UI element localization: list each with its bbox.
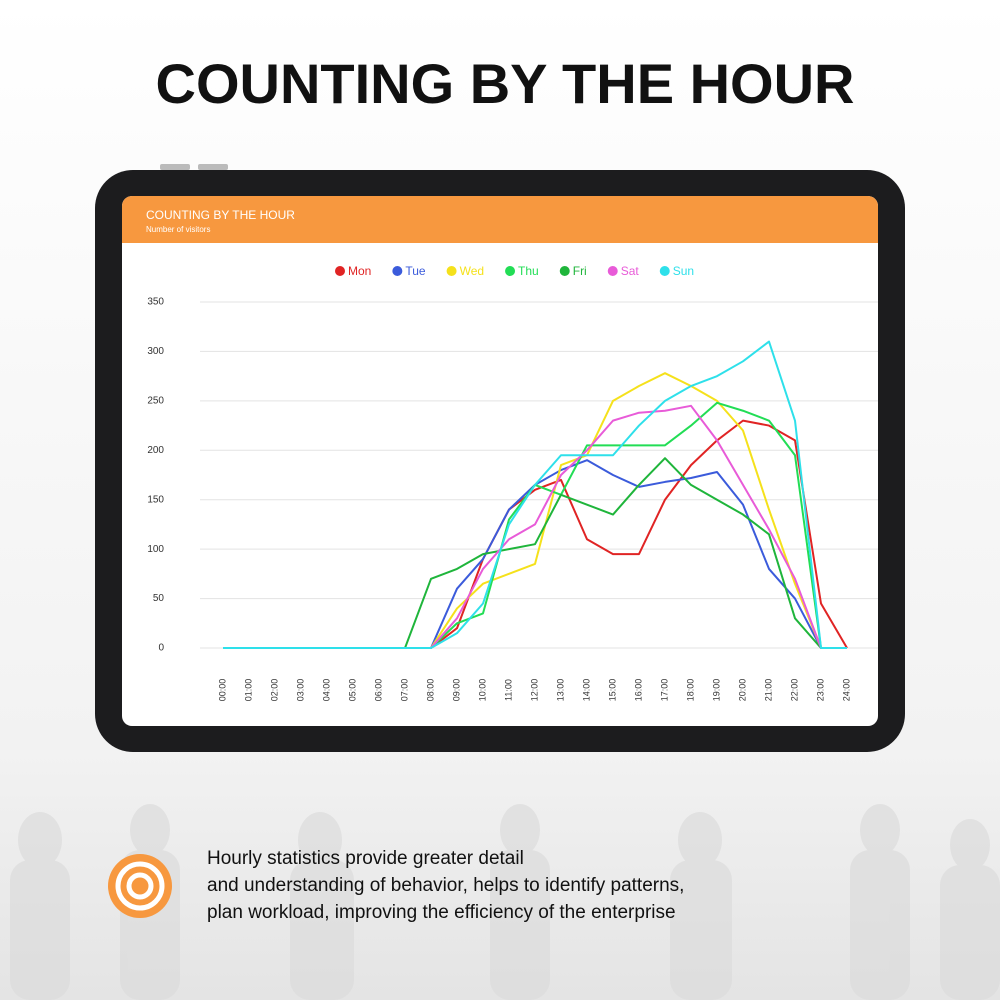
x-tick-label: 15:00 bbox=[607, 679, 617, 702]
x-tick-label: 24:00 bbox=[841, 679, 851, 702]
description-line: plan workload, improving the efficiency … bbox=[207, 902, 676, 923]
legend-marker bbox=[505, 266, 516, 276]
legend-marker bbox=[392, 266, 403, 276]
chart: 0 50 100 150 200 250 300 350 00:00 01:00 02:00 03:0… bbox=[147, 264, 878, 701]
chart-subtitle: Number of visitors bbox=[146, 225, 210, 234]
x-tick-label: 09:00 bbox=[451, 679, 461, 702]
legend-marker bbox=[446, 266, 457, 276]
x-tick-label: 22:00 bbox=[789, 679, 799, 702]
chart-title: COUNTING BY THE HOUR bbox=[146, 208, 295, 222]
legend-label: Mon bbox=[348, 264, 371, 278]
x-tick-label: 16:00 bbox=[633, 679, 643, 702]
x-tick-label: 04:00 bbox=[321, 679, 331, 702]
x-tick-label: 20:00 bbox=[737, 679, 747, 702]
tablet-button bbox=[160, 164, 190, 170]
x-tick-label: 05:00 bbox=[347, 679, 357, 702]
legend-label: Wed bbox=[460, 264, 484, 278]
y-tick-label: 0 bbox=[158, 643, 164, 654]
x-tick-label: 06:00 bbox=[373, 679, 383, 702]
target-icon bbox=[108, 854, 172, 918]
y-tick-label: 200 bbox=[147, 445, 164, 456]
x-tick-label: 17:00 bbox=[659, 679, 669, 702]
x-tick-label: 01:00 bbox=[243, 679, 253, 702]
series-line bbox=[223, 340, 847, 649]
tablet-button bbox=[198, 164, 228, 170]
x-tick-label: 10:00 bbox=[477, 679, 487, 702]
legend-label: Sat bbox=[621, 264, 640, 278]
x-tick-label: 23:00 bbox=[815, 679, 825, 702]
x-tick-label: 07:00 bbox=[399, 679, 409, 702]
x-tick-label: 11:00 bbox=[503, 679, 513, 701]
y-tick-label: 100 bbox=[147, 544, 164, 555]
y-tick-label: 300 bbox=[147, 346, 164, 357]
x-tick-label: 12:00 bbox=[529, 679, 539, 702]
tablet-screen bbox=[122, 196, 878, 726]
y-tick-label: 50 bbox=[153, 593, 165, 604]
chart-header bbox=[122, 196, 878, 243]
x-tick-label: 18:00 bbox=[685, 679, 695, 702]
crowd-silhouette bbox=[10, 804, 1000, 1000]
x-tick-label: 21:00 bbox=[763, 679, 773, 702]
legend-label: Tue bbox=[405, 264, 426, 278]
legend-marker bbox=[335, 266, 345, 276]
description-line: and understanding of behavior, helps to … bbox=[207, 875, 684, 896]
legend-marker bbox=[659, 266, 670, 276]
x-tick-label: 00:00 bbox=[217, 679, 227, 702]
legend-label: Thu bbox=[518, 264, 539, 278]
y-tick-label: 250 bbox=[147, 395, 164, 406]
y-tick-label: 150 bbox=[147, 494, 164, 505]
x-tick-label: 03:00 bbox=[295, 679, 305, 702]
y-tick-label: 350 bbox=[147, 297, 164, 308]
legend-marker bbox=[559, 266, 570, 276]
x-tick-label: 19:00 bbox=[711, 679, 721, 702]
legend-marker bbox=[607, 266, 618, 276]
legend-label: Fri bbox=[573, 264, 587, 278]
page-title: COUNTING BY THE HOUR bbox=[156, 52, 855, 115]
description-line: Hourly statistics provide greater detail bbox=[207, 848, 524, 869]
x-tick-label: 13:00 bbox=[555, 679, 565, 702]
x-tick-label: 14:00 bbox=[581, 679, 591, 702]
x-tick-label: 02:00 bbox=[269, 679, 279, 702]
x-tick-label: 08:00 bbox=[425, 679, 435, 702]
legend-label: Sun bbox=[673, 264, 694, 278]
